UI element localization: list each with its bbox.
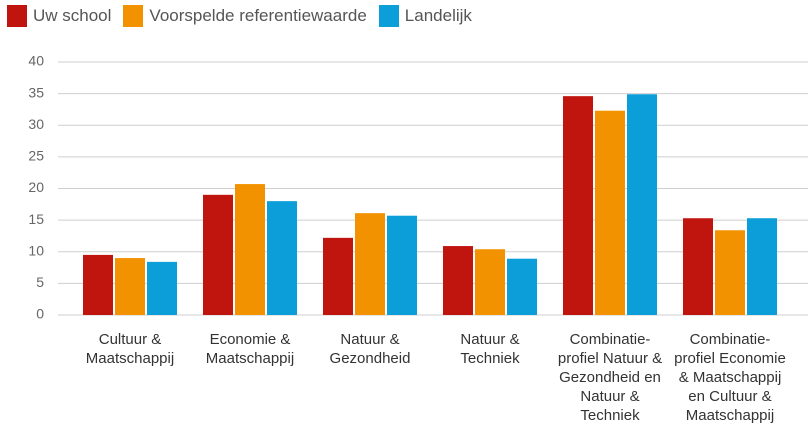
- x-tick-label: Combinatie-profiel Economie & Maatschapp…: [674, 331, 786, 424]
- legend-item: Voorspelde referentiewaarde: [123, 5, 367, 27]
- legend-item: Landelijk: [378, 5, 472, 27]
- bar: [235, 184, 265, 315]
- y-tick-label: 10: [28, 242, 44, 258]
- x-tick-label: Economie & Maatschappij: [205, 331, 295, 367]
- bar: [683, 218, 713, 315]
- bar: [355, 213, 385, 315]
- legend-swatch: [123, 5, 144, 27]
- x-tick-label: Natuur & Gezondheid: [329, 331, 411, 367]
- bar: [627, 94, 657, 315]
- bar: [147, 261, 177, 315]
- bar: [443, 246, 473, 315]
- y-tick-label: 25: [28, 148, 44, 164]
- x-tick-label: Combinatie-profiel Natuur & Gezondheid e…: [557, 331, 663, 424]
- bar: [387, 215, 417, 315]
- bar: [323, 237, 353, 315]
- bar: [115, 258, 145, 315]
- bar: [83, 254, 113, 315]
- legend: Uw school Voorspelde referentiewaarde Land…: [7, 5, 472, 27]
- legend-item: Uw school: [7, 5, 111, 27]
- bar: [563, 96, 593, 315]
- bar: [715, 230, 745, 315]
- y-tick-label: 20: [28, 179, 44, 195]
- legend-swatch: [378, 5, 399, 27]
- y-tick-label: 0: [36, 306, 44, 322]
- y-tick-label: 5: [36, 274, 44, 290]
- legend-label: Uw school: [33, 6, 112, 25]
- legend-label: Voorspelde referentiewaarde: [149, 6, 367, 25]
- bar: [747, 218, 777, 315]
- bar: [203, 194, 233, 315]
- bar: [267, 201, 297, 315]
- legend-swatch: [7, 5, 27, 27]
- legend-label: Landelijk: [404, 6, 472, 25]
- y-tick-label: 15: [28, 211, 44, 227]
- bar: [595, 110, 625, 315]
- x-tick-label: Cultuur & Maatschappij: [85, 331, 175, 367]
- bar: [475, 249, 505, 315]
- bar: [507, 258, 537, 315]
- y-tick-label: 35: [28, 84, 44, 100]
- y-tick-label: 30: [28, 116, 44, 132]
- x-tick-label: Natuur & Techniek: [460, 331, 520, 367]
- y-tick-label: 40: [28, 53, 44, 69]
